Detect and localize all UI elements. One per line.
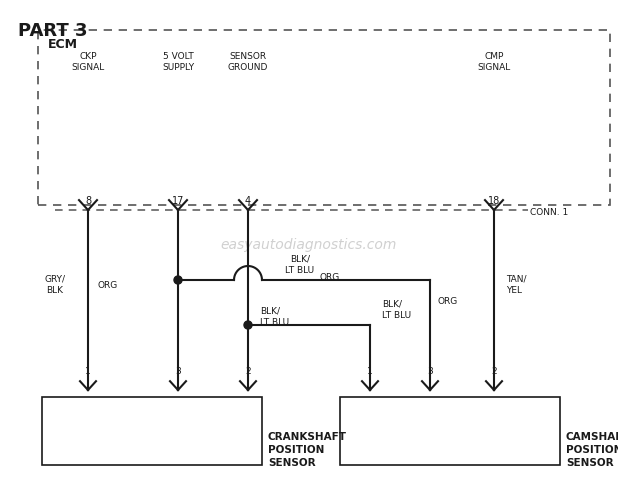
Bar <box>340 397 560 465</box>
Text: 2: 2 <box>245 367 251 376</box>
Text: ECM: ECM <box>48 38 78 51</box>
Text: 4: 4 <box>245 196 251 206</box>
Text: CKP
SIGNAL: CKP SIGNAL <box>71 52 104 72</box>
Text: BLK/
LT BLU: BLK/ LT BLU <box>382 300 411 320</box>
Text: 5 VOLT
SUPPLY: 5 VOLT SUPPLY <box>162 52 194 72</box>
Text: CAMSHAFT
POSITION
SENSOR: CAMSHAFT POSITION SENSOR <box>566 432 618 469</box>
Text: CMP
SIGNAL: CMP SIGNAL <box>477 52 510 72</box>
Text: 3: 3 <box>175 367 181 376</box>
Text: 17: 17 <box>172 196 184 206</box>
Text: ORG: ORG <box>320 273 340 282</box>
Text: 3: 3 <box>427 367 433 376</box>
Text: 8: 8 <box>85 196 91 206</box>
Text: 1: 1 <box>85 367 91 376</box>
Circle shape <box>174 276 182 284</box>
Text: 2: 2 <box>491 367 497 376</box>
Text: ORG: ORG <box>438 298 459 306</box>
Text: 1: 1 <box>367 367 373 376</box>
Bar <box>38 30 610 205</box>
Text: CRANKSHAFT
POSITION
SENSOR: CRANKSHAFT POSITION SENSOR <box>268 432 347 469</box>
Text: CONN. 1: CONN. 1 <box>530 208 568 217</box>
Circle shape <box>244 321 252 329</box>
Bar <box>42 397 262 465</box>
Text: TAN/
YEL: TAN/ YEL <box>506 275 527 295</box>
Text: ORG: ORG <box>98 282 118 290</box>
Text: BLK/
LT BLU: BLK/ LT BLU <box>286 255 315 275</box>
Text: PART 3: PART 3 <box>18 22 88 40</box>
Text: SENSOR
GROUND: SENSOR GROUND <box>228 52 268 72</box>
Text: 18: 18 <box>488 196 500 206</box>
Text: easyautodiagnostics.com: easyautodiagnostics.com <box>221 238 397 252</box>
Text: BLK/
LT BLU: BLK/ LT BLU <box>260 307 289 327</box>
Text: GRY/
BLK: GRY/ BLK <box>44 275 66 295</box>
